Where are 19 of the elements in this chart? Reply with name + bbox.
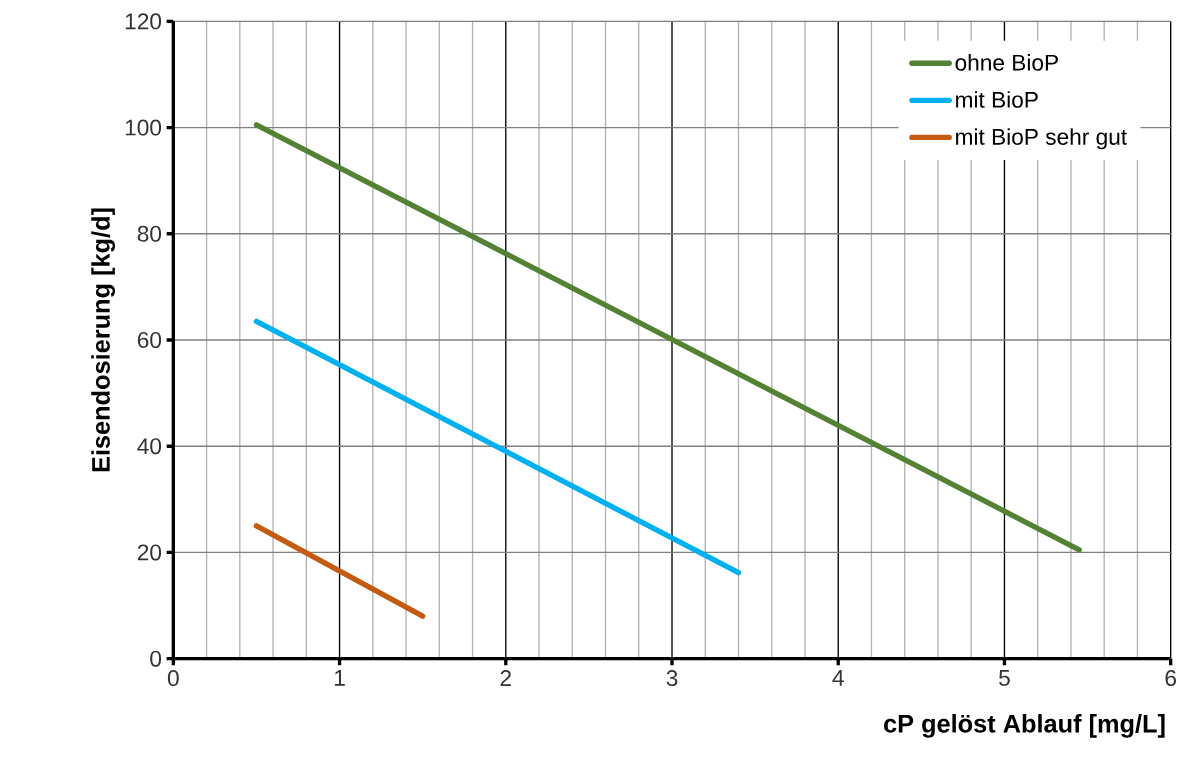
y-tick-label: 20	[137, 544, 162, 561]
x-tick-label: 2	[500, 670, 511, 687]
x-tick-label: 1	[334, 670, 345, 686]
y-tick-label: 40	[137, 438, 162, 455]
x-tick-label: 5	[999, 670, 1010, 687]
y-tick-label: 120	[125, 13, 162, 30]
x-tick-label: 3	[666, 670, 678, 687]
legend-label: mit BioP sehr gut	[956, 128, 1127, 150]
x-tick-label: 4	[832, 670, 844, 686]
y-tick-label: 100	[125, 119, 162, 136]
x-tick-label: 6	[1165, 670, 1176, 687]
y-tick-label: 80	[137, 225, 162, 242]
y-axis-title: Eisendosierung [kg/d]	[91, 208, 115, 472]
legend-label: ohne BioP	[955, 54, 1058, 71]
x-axis-title: cP gelöst Ablauf [mg/L]	[884, 714, 1165, 738]
y-tick-label: 60	[137, 332, 162, 349]
y-tick-label: 0	[150, 650, 162, 667]
x-tick-label: 0	[167, 670, 179, 687]
legend-label: mit BioP	[956, 91, 1038, 108]
